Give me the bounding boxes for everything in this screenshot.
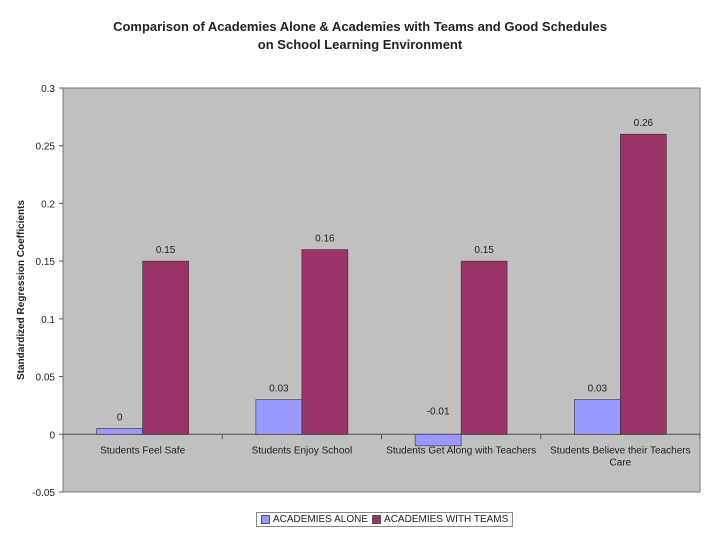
legend-entry-academies-with-teams: ACADEMIES WITH TEAMS bbox=[372, 514, 508, 525]
y-tick-label: 0.2 bbox=[41, 199, 55, 210]
data-label: -0.01 bbox=[427, 406, 450, 417]
y-tick-label: -0.05 bbox=[32, 488, 55, 499]
bar bbox=[96, 428, 143, 435]
bar bbox=[301, 249, 349, 435]
y-tick-label: 0.15 bbox=[36, 257, 56, 268]
data-label: 0.03 bbox=[269, 384, 289, 395]
legend-label-academies-with-teams: ACADEMIES WITH TEAMS bbox=[384, 514, 509, 525]
data-label: 0 bbox=[117, 413, 123, 424]
data-label: 0.15 bbox=[156, 245, 176, 256]
bar bbox=[574, 399, 621, 435]
x-category-label: Students Enjoy School bbox=[252, 445, 353, 456]
bar bbox=[460, 260, 508, 435]
legend: ACADEMIES ALONE ACADEMIES WITH TEAMS bbox=[256, 512, 514, 527]
bar bbox=[142, 260, 189, 435]
x-category-label: Care bbox=[610, 457, 632, 468]
x-category-label: Students Believe their Teachers bbox=[550, 445, 690, 456]
bar bbox=[255, 399, 303, 435]
bar bbox=[414, 433, 462, 447]
data-label: 0.26 bbox=[634, 118, 654, 129]
legend-swatch-academies-with-teams bbox=[372, 515, 382, 524]
y-axis-label: Standardized Regression Coefficients bbox=[16, 200, 27, 380]
legend-entry-academies-alone: ACADEMIES ALONE bbox=[261, 514, 368, 525]
chart-title-line-2: on School Learning Environment bbox=[257, 37, 463, 52]
legend-swatch-academies-alone bbox=[261, 515, 270, 524]
y-tick-label: 0.05 bbox=[36, 373, 56, 384]
x-category-label: Students Feel Safe bbox=[100, 445, 185, 456]
x-category-label: Students Get Along with Teachers bbox=[386, 445, 536, 456]
chart-title: Comparison of Academies Alone & Academie… bbox=[60, 18, 660, 54]
legend-label-academies-alone: ACADEMIES ALONE bbox=[273, 514, 369, 525]
y-tick-label: 0.25 bbox=[36, 142, 56, 153]
y-tick-label: 0.1 bbox=[41, 315, 55, 326]
bar bbox=[620, 133, 667, 435]
data-label: 0.03 bbox=[588, 384, 608, 395]
chart-title-line-1: Comparison of Academies Alone & Academie… bbox=[113, 19, 607, 34]
y-tick-label: 0.3 bbox=[41, 84, 55, 95]
data-label: 0.16 bbox=[315, 234, 335, 245]
data-label: 0.15 bbox=[474, 245, 494, 256]
y-tick-label: 0 bbox=[49, 430, 55, 441]
